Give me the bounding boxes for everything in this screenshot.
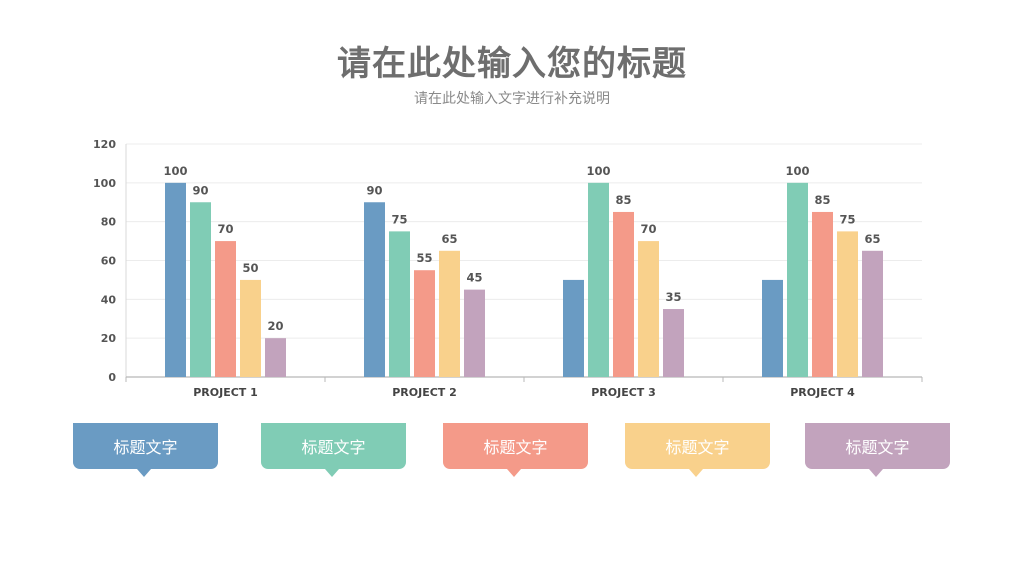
callout-pointer bbox=[689, 469, 703, 477]
bar bbox=[439, 250, 460, 377]
data-label: 35 bbox=[665, 290, 681, 304]
bar bbox=[837, 231, 858, 377]
bar bbox=[862, 250, 883, 377]
bar bbox=[464, 289, 485, 377]
callout-label: 标题文字 bbox=[113, 438, 178, 457]
data-label: 70 bbox=[217, 222, 233, 236]
data-label: 75 bbox=[391, 212, 407, 226]
callout-pointer bbox=[325, 469, 339, 477]
bar bbox=[787, 182, 808, 377]
data-label: 65 bbox=[441, 232, 457, 246]
callout-pointer bbox=[507, 469, 521, 477]
data-label: 90 bbox=[192, 183, 208, 197]
bar bbox=[265, 338, 286, 377]
callout-label: 标题文字 bbox=[301, 438, 366, 457]
x-category-label: PROJECT 1 bbox=[193, 386, 258, 399]
data-label: 65 bbox=[864, 232, 880, 246]
bar bbox=[638, 241, 659, 377]
data-label: 50 bbox=[242, 261, 258, 275]
x-category-label: PROJECT 2 bbox=[392, 386, 457, 399]
data-label: 100 bbox=[586, 164, 610, 178]
y-tick-label: 20 bbox=[101, 332, 117, 345]
data-label: 75 bbox=[839, 212, 855, 226]
data-label: 45 bbox=[466, 271, 482, 285]
callout-label: 标题文字 bbox=[845, 438, 910, 457]
bar bbox=[588, 182, 609, 377]
title-callout-1[interactable]: 标题文字 bbox=[73, 423, 218, 477]
y-tick-label: 120 bbox=[93, 138, 116, 151]
y-tick-label: 0 bbox=[108, 371, 116, 384]
title-callout-4[interactable]: 标题文字 bbox=[625, 423, 770, 477]
bar bbox=[663, 309, 684, 377]
bar bbox=[165, 182, 186, 377]
callout-pointer bbox=[137, 469, 151, 477]
callout-label: 标题文字 bbox=[665, 438, 730, 457]
bar bbox=[190, 202, 211, 377]
bar bbox=[389, 231, 410, 377]
data-label: 55 bbox=[416, 251, 432, 265]
bar bbox=[812, 211, 833, 377]
x-category-label: PROJECT 4 bbox=[790, 386, 855, 399]
data-label: 20 bbox=[267, 319, 283, 333]
bar bbox=[613, 211, 634, 377]
title-callout-2[interactable]: 标题文字 bbox=[261, 423, 406, 477]
data-label: 85 bbox=[615, 193, 631, 207]
bar bbox=[414, 270, 435, 377]
y-tick-label: 100 bbox=[93, 177, 116, 190]
callout-pointer bbox=[869, 469, 883, 477]
bar bbox=[563, 279, 584, 377]
page-subtitle: 请在此处输入文字进行补充说明 bbox=[414, 91, 610, 107]
title-callout-3[interactable]: 标题文字 bbox=[443, 423, 588, 477]
data-label: 70 bbox=[640, 222, 656, 236]
bar bbox=[240, 279, 261, 377]
data-label: 90 bbox=[366, 183, 382, 197]
bar bbox=[215, 241, 236, 377]
data-label: 100 bbox=[785, 164, 809, 178]
callout-label: 标题文字 bbox=[483, 438, 548, 457]
y-tick-label: 80 bbox=[101, 216, 117, 229]
y-tick-label: 60 bbox=[101, 255, 117, 268]
page-title: 请在此处输入您的标题 bbox=[337, 44, 687, 84]
bar bbox=[364, 202, 385, 377]
title-callout-5[interactable]: 标题文字 bbox=[805, 423, 950, 477]
y-tick-label: 40 bbox=[101, 293, 117, 306]
x-category-label: PROJECT 3 bbox=[591, 386, 656, 399]
bar bbox=[762, 279, 783, 377]
data-label: 100 bbox=[163, 164, 187, 178]
data-label: 85 bbox=[814, 193, 830, 207]
